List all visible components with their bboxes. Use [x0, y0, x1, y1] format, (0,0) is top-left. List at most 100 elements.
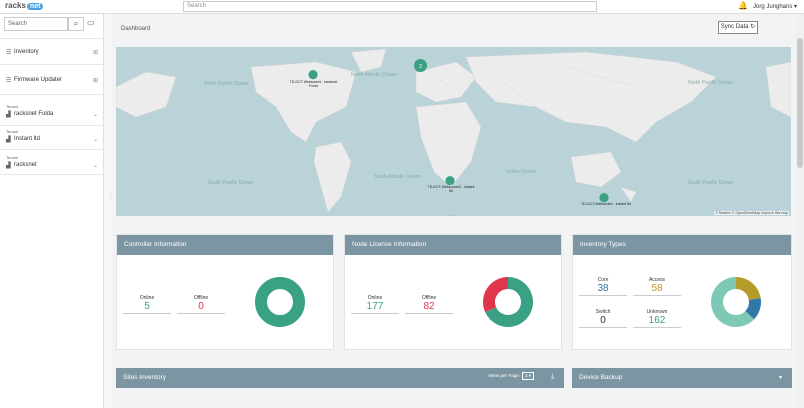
license-donut-chart [483, 277, 533, 327]
unknown-stat: Unknown 162 [633, 309, 681, 328]
stat-label: Core [597, 277, 609, 283]
chart-icon: ▟ [6, 112, 11, 118]
stat-value: 82 [423, 301, 435, 312]
online-stat: Online 177 [351, 295, 399, 314]
card-title: Controller Information [117, 235, 333, 255]
ocean-label: South Pacific Ocean [688, 180, 734, 186]
donut-offline-segment [483, 277, 509, 313]
license-info-card: Node License Information Online 177 Offl… [344, 234, 562, 350]
folder-icon[interactable]: ▭ [87, 18, 95, 27]
map-pin-label: TD-DCT-Websocket - racksnet Fulda [289, 80, 338, 88]
offline-stat: Offline 82 [405, 295, 453, 314]
sidebar-item-inventory[interactable]: ☰ Inventory ⊞ [0, 38, 104, 64]
stat-value: 38 [597, 283, 609, 294]
ocean-label: South Atlantic Ocean [374, 174, 421, 180]
map-pin-icon[interactable]: ⬤ [308, 69, 319, 79]
card-title: Inventory Types [573, 235, 791, 255]
core-stat: Core 38 [579, 277, 627, 296]
chart-icon: ▟ [6, 137, 11, 143]
tenant-caption: Tenant [6, 155, 19, 160]
list-icon: ☰ [6, 78, 12, 84]
main-content: Dashboard Sync Data ↻ North Pacific Ocea… [108, 14, 796, 408]
stat-label: Online [139, 295, 155, 301]
refresh-icon: ↻ [750, 24, 756, 30]
sidebar-search-input[interactable]: Search [4, 17, 68, 31]
stat-value: 0 [198, 301, 204, 312]
donut-core-segment [745, 298, 761, 320]
sidebar: Search ⌕ ▭ ☰ Inventory ⊞ ☰ Firmware Upda… [0, 14, 104, 408]
map-attribution[interactable]: © Radmin © OpenStreetMap Improve this ma… [714, 211, 789, 215]
stat-value: 177 [366, 301, 384, 312]
map-svg [116, 48, 791, 213]
sync-data-button[interactable]: Sync Data ↻ [718, 21, 758, 34]
stat-value: 5 [144, 301, 150, 312]
items-per-page-select[interactable]: 3 ▾ [521, 372, 534, 380]
tenant-caption: Tenant [6, 129, 19, 134]
tenant-label: racksnet Fulda [14, 111, 54, 117]
sidebar-item-label: Inventory [14, 49, 39, 55]
download-icon[interactable]: ⤓ [550, 373, 554, 380]
card-title: Node License Information [345, 235, 561, 255]
sidebar-item-label: Firmware Updater [14, 77, 63, 83]
inventory-types-card: Inventory Types Core 38 Access 58 Switch… [572, 234, 792, 350]
user-menu[interactable]: Jorg Junghans ▾ [753, 4, 798, 10]
bell-icon[interactable]: 🔔 [738, 1, 748, 10]
stat-label: Access [648, 277, 666, 283]
map-pin-label: TD-DCT-Websocket - Instant ltd [581, 202, 631, 206]
chevron-down-icon[interactable]: ⌄ [92, 137, 98, 143]
search-icon[interactable]: ⌕ [68, 17, 84, 31]
sidebar-item-firmware-updater[interactable]: ☰ Firmware Updater ⊞ [0, 64, 104, 94]
top-bar: racks net Search 🔔 Jorg Junghans ▾ [0, 0, 804, 14]
pin-icon[interactable]: ⊞ [92, 78, 98, 84]
ocean-label: North Atlantic Ocean [351, 72, 397, 78]
ocean-label: North Pacific Ocean [204, 81, 249, 87]
map-pin-label: TD-DCT-Websocket2 - Instant ltd [427, 185, 475, 193]
resize-handle-icon[interactable]: ⋮ [108, 194, 113, 200]
breadcrumb: Dashboard [121, 26, 151, 32]
chart-icon: ▟ [6, 163, 11, 169]
donut-online-segment [255, 277, 305, 327]
tenant-label: racksnet [14, 162, 37, 168]
chevron-down-icon[interactable]: ⌄ [92, 112, 98, 118]
items-per-page: Items per Page: 3 ▾ [488, 372, 534, 380]
donut-online-segment [485, 277, 533, 327]
ocean-label: North Pacific Ocean [688, 80, 733, 86]
resize-handle-icon[interactable]: ⋯ [450, 213, 455, 219]
global-search-input[interactable]: Search [183, 1, 597, 12]
map-pin-icon[interactable]: ⬤ [445, 175, 456, 185]
ocean-label: South Pacific Ocean [208, 180, 254, 186]
card-title: Sites Inventory [123, 374, 166, 381]
list-icon: ☰ [6, 50, 12, 56]
map-cluster-marker[interactable]: 2 [414, 59, 427, 72]
inventory-donut-chart [711, 277, 761, 327]
sidebar-tenant-racksnet[interactable]: Tenant ▟ racksnet ⌄ [0, 149, 104, 175]
sidebar-scrollbar[interactable] [104, 14, 111, 408]
stat-label: Online [367, 295, 383, 301]
world-map[interactable]: North Pacific Ocean North Atlantic Ocean… [116, 47, 791, 216]
controller-donut-chart [255, 277, 305, 327]
ocean-label: Indian Ocean [506, 169, 536, 175]
logo[interactable]: racks net [5, 1, 44, 10]
sync-label: Sync Data [720, 24, 749, 30]
chevron-down-icon[interactable]: ⌄ [92, 163, 98, 169]
main-scrollbar-thumb[interactable] [797, 38, 803, 168]
stat-value: 0 [600, 315, 606, 326]
stat-value: 162 [648, 315, 666, 326]
stat-label: Offline [193, 295, 209, 301]
sidebar-tenant-racksnet-fulda[interactable]: Tenant ▟ racksnet Fulda ⌄ [0, 94, 104, 125]
sidebar-tenant-instant-ltd[interactable]: Tenant ▟ Instant ltd ⌄ [0, 125, 104, 149]
chevron-down-icon[interactable]: ▾ [778, 375, 782, 381]
stat-label: Switch [595, 309, 611, 315]
stat-value: 58 [651, 283, 663, 294]
access-stat: Access 58 [633, 277, 681, 296]
items-per-page-label: Items per Page: [488, 373, 520, 378]
switch-stat: Switch 0 [579, 309, 627, 328]
pin-icon[interactable]: ⊞ [92, 50, 98, 56]
device-backup-header[interactable]: Device Backup ▾ [572, 368, 792, 388]
map-pin-icon[interactable]: ⬤ [599, 192, 610, 202]
card-title: Device Backup [579, 374, 623, 381]
controller-info-card: Controller Information Online 5 Offline … [116, 234, 334, 350]
tenant-caption: Tenant [6, 104, 19, 109]
main-scrollbar[interactable] [796, 14, 804, 408]
stat-label: Offline [421, 295, 437, 301]
